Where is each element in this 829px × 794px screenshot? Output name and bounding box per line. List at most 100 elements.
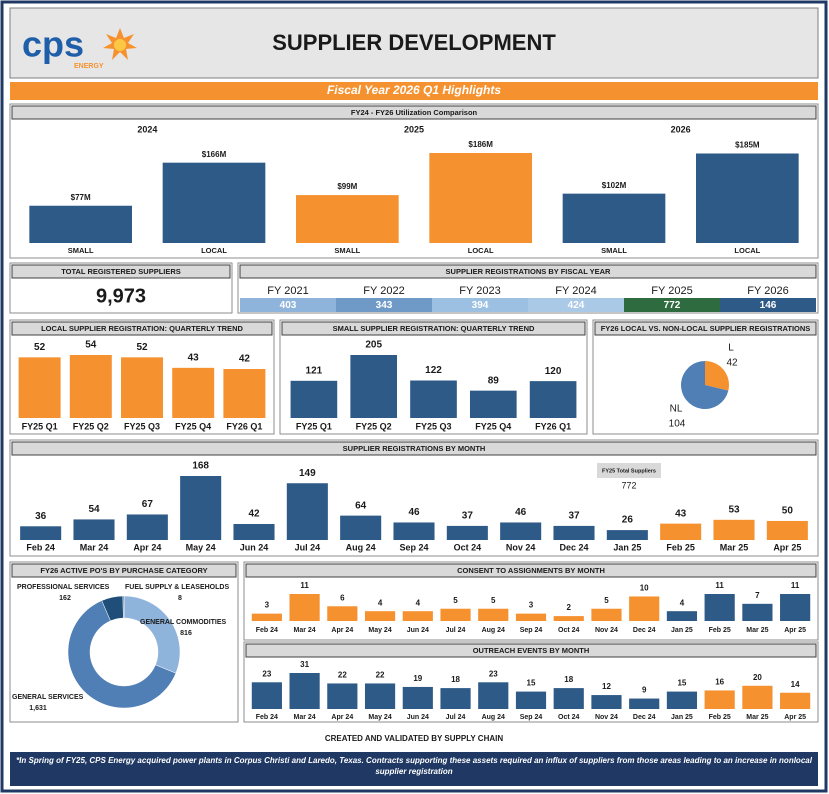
- value-label: 52: [34, 342, 46, 353]
- annotation: 772: [621, 480, 636, 490]
- bar: [780, 594, 811, 621]
- panel-title: SUPPLIER REGISTRATIONS BY MONTH: [343, 444, 486, 453]
- slice-label: FUEL SUPPLY & LEASEHOLDS: [125, 584, 229, 591]
- bar: [180, 476, 222, 540]
- value-label: 43: [188, 352, 200, 363]
- category-label: FY25 Q3: [415, 421, 451, 431]
- category-label: Jan 25: [671, 714, 693, 721]
- category-label: Feb 24: [256, 627, 278, 634]
- bar: [704, 594, 735, 621]
- category-label: Feb 24: [256, 714, 278, 721]
- category-label: Jul 24: [295, 542, 321, 552]
- cell: [240, 298, 336, 312]
- bar: [742, 603, 773, 621]
- bar: [696, 153, 799, 243]
- bar: [529, 381, 577, 418]
- value-label: $166M: [202, 150, 227, 159]
- column-label: FY 2021: [267, 285, 308, 297]
- column-label: FY 2026: [747, 285, 788, 297]
- value-label: 36: [35, 511, 47, 522]
- category-label: SMALL: [334, 246, 360, 255]
- category-label: Mar 25: [746, 627, 768, 634]
- category-label: Dec 24: [633, 627, 656, 634]
- value-label: 18: [451, 675, 460, 684]
- panel-title: OUTREACH EVENTS BY MONTH: [473, 646, 590, 655]
- bar: [296, 195, 399, 243]
- value-label: 15: [527, 679, 536, 688]
- category-label: FY25 Q4: [175, 421, 211, 431]
- bar: [766, 520, 808, 540]
- column-label: FY 2024: [555, 285, 596, 297]
- slice-value: 816: [180, 630, 192, 637]
- panel-title: SUPPLIER REGISTRATIONS BY FISCAL YEAR: [446, 267, 611, 276]
- value-label: 120: [545, 366, 562, 377]
- value-label: 64: [355, 500, 367, 511]
- category-label: Dec 24: [559, 542, 588, 552]
- donut-slice: [67, 600, 177, 709]
- category-label: May 24: [186, 542, 216, 552]
- value-label: 43: [675, 508, 687, 519]
- value-label: 23: [262, 669, 271, 678]
- value-label: $102M: [602, 181, 627, 190]
- bar: [73, 519, 115, 540]
- panel-title: FY24 - FY26 Utilization Comparison: [351, 108, 478, 117]
- value-label: 12: [602, 682, 611, 691]
- panel: [9, 103, 819, 259]
- category-label: Apr 25: [784, 714, 806, 721]
- value-label: 22: [338, 671, 347, 680]
- value-label: 26: [622, 515, 634, 526]
- cell-value: 424: [568, 300, 585, 311]
- bar: [500, 522, 542, 540]
- value-label: 16: [715, 678, 724, 687]
- pie-slice: [681, 361, 729, 409]
- category-label: SMALL: [68, 246, 94, 255]
- value-label: $185M: [735, 141, 760, 150]
- bar: [327, 606, 358, 621]
- bar: [515, 613, 547, 621]
- bar: [629, 698, 660, 709]
- panel-title: LOCAL SUPPLIER REGISTRATION: QUARTERLY T…: [41, 324, 243, 333]
- bar: [606, 530, 648, 540]
- slice-value: 162: [59, 595, 71, 602]
- value-label: 54: [88, 504, 100, 515]
- category-label: Nov 24: [595, 627, 618, 634]
- panel-title-bar: [11, 563, 237, 578]
- cell-value: 146: [760, 300, 777, 311]
- value-label: 168: [192, 461, 209, 472]
- bar: [364, 683, 396, 709]
- bar: [350, 355, 398, 418]
- column-label: FY 2023: [459, 285, 500, 297]
- bar: [515, 691, 547, 709]
- cell-value: 343: [376, 300, 393, 311]
- donut-slice: [122, 595, 125, 619]
- category-label: Feb 25: [709, 714, 731, 721]
- bar: [69, 355, 112, 418]
- value-label: 50: [782, 506, 794, 517]
- value-label: 5: [604, 596, 609, 605]
- value-label: 22: [376, 671, 385, 680]
- value-label: 42: [248, 509, 260, 520]
- bar: [478, 682, 509, 709]
- bar: [713, 519, 755, 540]
- cell-value: 403: [280, 300, 297, 311]
- value-label: 149: [299, 468, 316, 479]
- panel-title-bar: [239, 264, 817, 279]
- category-label: FY25 Q3: [124, 421, 160, 431]
- bar: [327, 683, 358, 709]
- category-label: LOCAL: [468, 246, 494, 255]
- slice-value: 8: [178, 595, 182, 602]
- bar: [289, 673, 320, 709]
- value-label: 3: [265, 601, 270, 610]
- value-label: 2: [567, 603, 572, 612]
- subtitle-bar: [10, 82, 818, 100]
- value-label: 14: [791, 680, 800, 689]
- category-label: Feb 25: [709, 627, 731, 634]
- bar: [290, 380, 338, 418]
- bar: [223, 369, 266, 418]
- category-label: FY25 Q2: [356, 421, 392, 431]
- bar: [742, 685, 773, 709]
- bar: [20, 526, 62, 540]
- cell-value: 394: [472, 300, 489, 311]
- value-label: 23: [489, 669, 498, 678]
